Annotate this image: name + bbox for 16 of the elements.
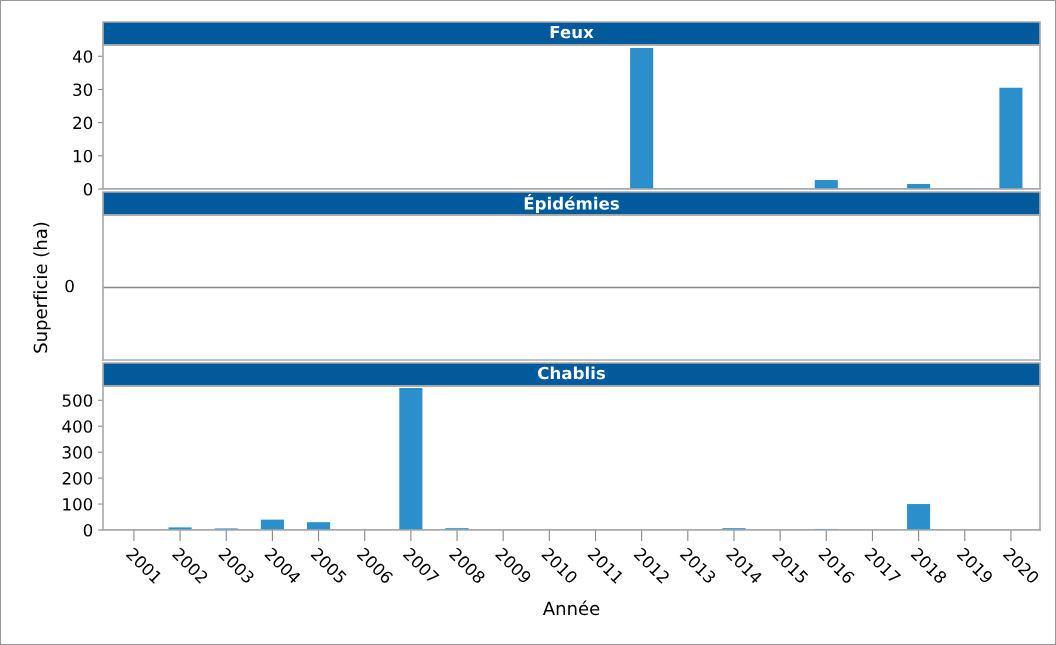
y-tick-label: 0: [83, 523, 93, 537]
y-tick-label: 400: [62, 420, 93, 433]
y-tick-label: 10: [73, 149, 93, 163]
y-tick-label: 300: [62, 446, 93, 459]
y-axis-title: Superficie (ha): [33, 222, 51, 353]
chart-title: Chablis: [538, 366, 606, 380]
y-tick-label: 100: [63, 498, 93, 511]
y-tick-label: 500: [62, 394, 93, 407]
y-tick-label: 30: [73, 83, 93, 97]
y-tick-label: 200: [62, 472, 93, 485]
chart-title: Feux: [550, 25, 594, 39]
y-tick-label: 20: [73, 116, 93, 130]
text: Épidémies: [524, 194, 619, 213]
y-tick-label: 40: [72, 50, 93, 63]
x-axis-title: Année: [542, 600, 600, 616]
y-tick-label: 0: [83, 182, 93, 196]
